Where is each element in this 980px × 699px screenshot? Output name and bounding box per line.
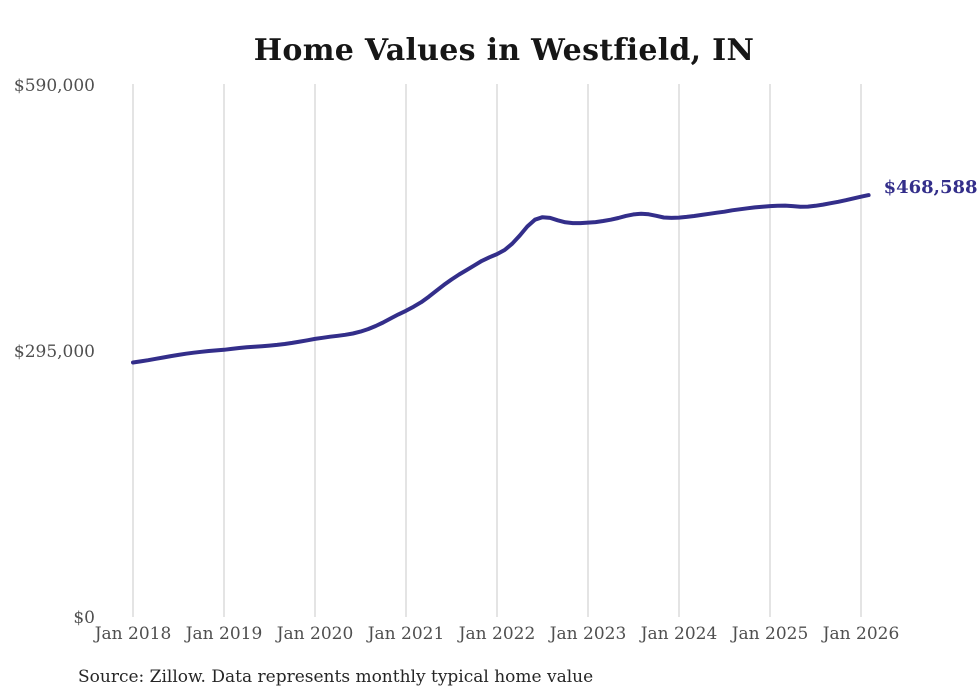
source-note: Source: Zillow. Data represents monthly …	[78, 667, 594, 687]
x-axis-tick-jan-2021: Jan 2021	[367, 624, 445, 644]
x-axis-tick-jan-2026: Jan 2026	[822, 624, 900, 644]
home-value-line	[131, 193, 871, 365]
x-axis-tick-jan-2023: Jan 2023	[549, 624, 627, 644]
x-axis-tick-jan-2024: Jan 2024	[640, 624, 718, 644]
y-axis-tick-295000: $295,000	[13, 342, 95, 362]
x-axis-tick-jan-2020: Jan 2020	[276, 624, 354, 644]
x-axis-tick-jan-2025: Jan 2025	[731, 624, 809, 644]
x-axis-tick-jan-2022: Jan 2022	[458, 624, 536, 644]
y-axis-tick-590000: $590,000	[13, 76, 95, 96]
y-axis-tick-0: $0	[73, 608, 95, 628]
chart-title: Home Values in Westfield, IN	[253, 33, 755, 68]
x-axis-tick-jan-2019: Jan 2019	[185, 624, 263, 644]
latest-value-label: $468,588	[883, 177, 978, 199]
x-axis-tick-jan-2018: Jan 2018	[94, 624, 172, 644]
